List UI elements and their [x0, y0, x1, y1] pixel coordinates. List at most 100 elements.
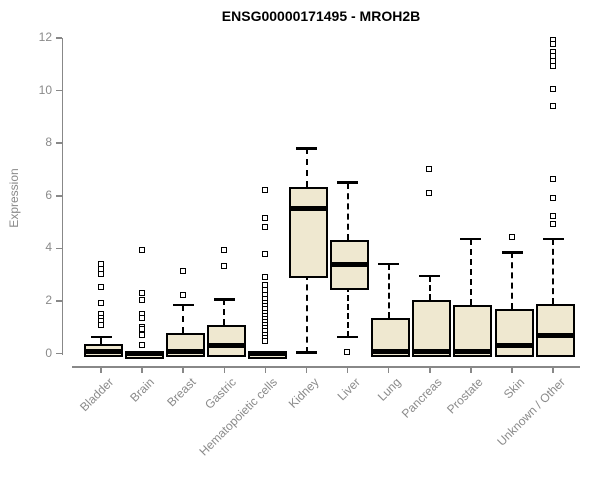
median-line	[371, 349, 411, 355]
lower-whisker-line	[346, 285, 349, 338]
upper-whisker-cap	[213, 298, 235, 301]
x-tick-mark	[470, 367, 472, 373]
outlier-point	[138, 314, 145, 321]
y-tick-label: 10	[38, 82, 52, 97]
x-tick-mark	[387, 367, 390, 373]
outlier-point	[97, 322, 104, 329]
x-category-label: Pancreas	[398, 375, 445, 421]
median-line	[330, 261, 370, 267]
upper-whisker-line	[346, 182, 349, 241]
y-tick-mark	[55, 300, 62, 302]
upper-whisker-cap	[337, 181, 359, 184]
y-tick-mark	[55, 195, 62, 197]
x-category-label: Brain	[127, 375, 158, 405]
y-tick-mark	[55, 89, 62, 92]
y-tick-label: 12	[38, 30, 52, 44]
upper-whisker-line	[182, 304, 185, 333]
median-line	[165, 349, 205, 355]
outlier-point	[344, 349, 351, 356]
x-tick-mark	[141, 367, 143, 373]
outlier-point	[261, 338, 268, 345]
x-tick-mark	[429, 367, 431, 373]
y-tick-mark	[55, 247, 62, 250]
upper-whisker-cap	[90, 335, 112, 339]
outlier-point	[549, 63, 556, 70]
median-line	[412, 349, 452, 355]
upper-whisker-line	[511, 252, 513, 309]
outlier-point	[426, 189, 433, 196]
lower-whisker-line	[305, 274, 308, 353]
y-tick-label: 4	[45, 240, 52, 255]
x-category-label: Prostate	[444, 375, 486, 417]
box-iqr	[535, 303, 575, 358]
outlier-point	[549, 213, 556, 220]
outlier-point	[261, 214, 268, 221]
x-tick-mark	[100, 367, 102, 373]
outlier-point	[549, 194, 556, 201]
x-category-label: Breast	[163, 375, 199, 410]
box-iqr	[289, 186, 328, 279]
y-tick-label: 8	[45, 135, 52, 150]
outlier-point	[138, 247, 145, 254]
upper-whisker-cap	[172, 303, 194, 307]
upper-whisker-cap	[542, 237, 564, 241]
outlier-point	[138, 331, 145, 338]
x-tick-mark	[223, 367, 226, 373]
upper-whisker-cap	[419, 274, 441, 278]
y-tick-mark	[55, 37, 62, 39]
x-tick-mark	[346, 367, 349, 373]
upper-whisker-cap	[501, 251, 523, 254]
outlier-point	[97, 284, 104, 291]
upper-whisker-line	[387, 264, 390, 318]
median-line	[453, 349, 493, 355]
outlier-point	[97, 300, 104, 307]
median-line	[124, 351, 164, 356]
x-tick-mark	[511, 367, 513, 373]
outlier-point	[549, 41, 556, 48]
upper-whisker-line	[305, 148, 308, 187]
x-tick-mark	[305, 367, 308, 373]
y-tick-mark	[55, 352, 62, 355]
upper-whisker-line	[469, 239, 472, 305]
x-tick-mark	[552, 367, 554, 373]
upper-whisker-line	[428, 275, 431, 300]
x-axis-line	[72, 366, 580, 368]
median-line	[494, 343, 534, 349]
median-line	[535, 333, 575, 339]
lower-whisker-cap	[337, 335, 359, 339]
outlier-point	[426, 165, 433, 172]
outlier-point	[138, 289, 145, 296]
outlier-point	[549, 85, 556, 92]
outlier-point	[179, 268, 186, 275]
box-iqr	[453, 304, 493, 358]
upper-whisker-cap	[296, 147, 317, 150]
upper-whisker-cap	[460, 237, 482, 241]
y-tick-label: 0	[45, 345, 52, 360]
outlier-point	[549, 221, 556, 228]
upper-whisker-line	[100, 336, 102, 345]
outlier-point	[138, 297, 145, 304]
upper-whisker-cap	[378, 262, 400, 266]
outlier-point	[138, 342, 145, 349]
median-line	[83, 348, 123, 354]
outlier-point	[179, 292, 186, 299]
outlier-point	[261, 223, 268, 230]
upper-whisker-line	[223, 299, 226, 326]
x-category-label: Hematopoietic cells	[196, 375, 281, 459]
x-category-label: Gastric	[202, 375, 240, 412]
outlier-point	[220, 263, 227, 270]
outlier-point	[220, 247, 227, 254]
box-iqr	[494, 308, 534, 358]
outlier-point	[549, 176, 556, 183]
x-tick-mark	[264, 367, 267, 373]
box-iqr	[412, 299, 452, 358]
box-iqr	[206, 325, 246, 357]
median-line	[247, 351, 287, 356]
lower-whisker-cap	[296, 351, 317, 354]
y-tick-label: 2	[45, 292, 52, 307]
y-axis-line	[61, 38, 63, 355]
outlier-point	[97, 271, 104, 278]
outlier-point	[261, 186, 268, 193]
x-tick-mark	[182, 367, 184, 373]
